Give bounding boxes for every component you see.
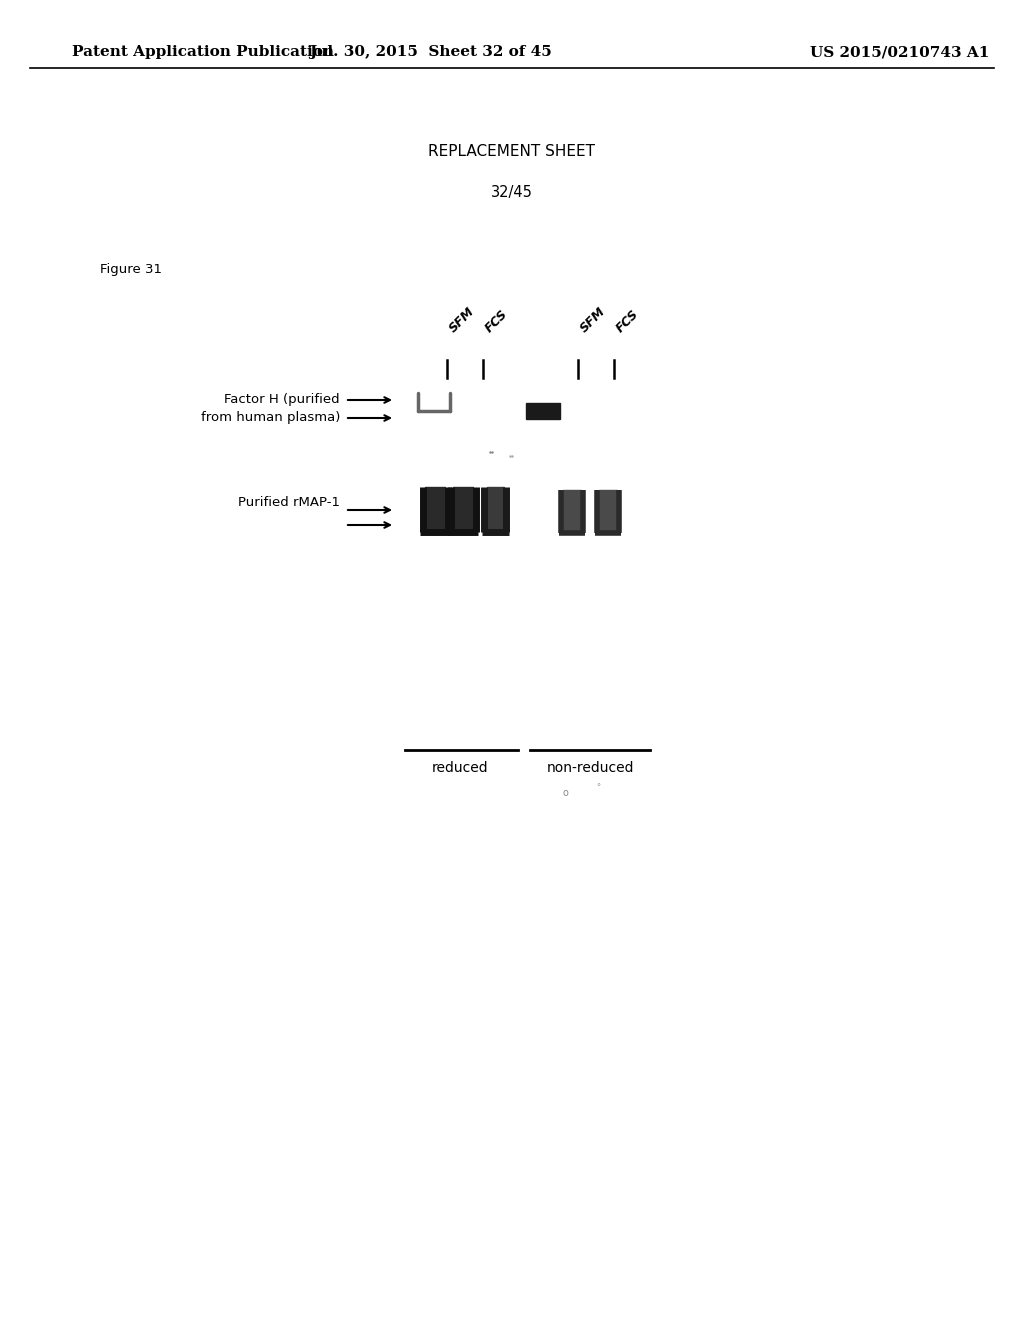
Text: from human plasma): from human plasma) xyxy=(201,412,340,425)
Text: o: o xyxy=(562,788,568,799)
Bar xyxy=(486,487,504,532)
Text: 32/45: 32/45 xyxy=(492,185,532,199)
Bar xyxy=(425,487,445,532)
Text: Figure 31: Figure 31 xyxy=(100,264,162,276)
Text: FCS: FCS xyxy=(483,308,511,335)
Text: non-reduced: non-reduced xyxy=(546,762,634,775)
Text: FCS: FCS xyxy=(614,308,642,335)
Text: SFM: SFM xyxy=(578,305,608,335)
Text: Purified rMAP-1: Purified rMAP-1 xyxy=(238,496,340,510)
Text: SFM: SFM xyxy=(447,305,477,335)
Bar xyxy=(563,490,581,533)
Text: °: ° xyxy=(596,784,600,792)
Text: Jul. 30, 2015  Sheet 32 of 45: Jul. 30, 2015 Sheet 32 of 45 xyxy=(308,45,551,59)
Text: US 2015/0210743 A1: US 2015/0210743 A1 xyxy=(810,45,989,59)
Text: Patent Application Publication: Patent Application Publication xyxy=(72,45,334,59)
Bar xyxy=(599,490,617,533)
Bar xyxy=(453,487,473,532)
Text: reduced: reduced xyxy=(432,762,488,775)
Text: REPLACEMENT SHEET: REPLACEMENT SHEET xyxy=(428,144,596,160)
Text: Factor H (purified: Factor H (purified xyxy=(224,393,340,407)
Bar xyxy=(526,403,560,418)
